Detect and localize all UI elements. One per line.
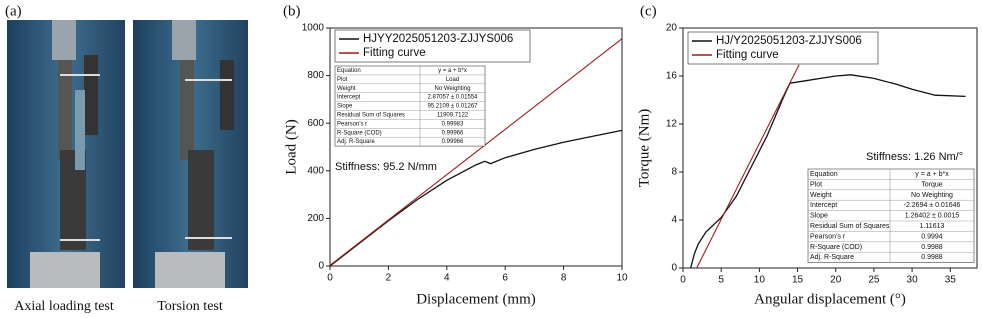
y-tick-label: 0: [318, 261, 324, 272]
table-value: No Weighting: [911, 192, 953, 199]
table-key: Pearson's r: [337, 121, 367, 127]
panel-label: (a): [5, 3, 22, 19]
y-tick-label: 4: [671, 215, 677, 226]
caption: Torsion test: [157, 299, 223, 314]
table-value: 0.9988: [921, 254, 943, 261]
x-tick-label: 6: [502, 273, 508, 284]
legend-box: [334, 29, 531, 63]
x-axis-title: Angular displacement (°): [754, 291, 906, 307]
table-value: 0.99966: [442, 130, 464, 136]
table-value: 0.99966: [442, 139, 464, 145]
x-tick-label: 2: [386, 273, 392, 284]
y-axis-title: Load (N): [283, 119, 299, 174]
data-line: [329, 129, 623, 267]
legend-label: Fitting curve: [716, 49, 779, 61]
table-value: 11909.7122: [437, 113, 469, 119]
table-value: Load: [446, 77, 459, 83]
panel-label: (c): [640, 3, 657, 19]
table-key: Slope: [810, 213, 828, 220]
y-tick-label: 1000: [302, 23, 325, 34]
y-tick-label: 800: [307, 70, 324, 81]
photo-axial: [7, 20, 125, 288]
x-tick-label: 30: [907, 275, 919, 286]
x-tick-label: 20: [830, 275, 842, 286]
table-value: 0.9994: [921, 233, 943, 240]
table-key: R-Square (COD): [337, 130, 382, 136]
legend-label: HJ/Y2025051203-ZJJYS006: [716, 35, 862, 47]
fit-table: [807, 168, 975, 263]
legend-label: HJYY2025051203-ZJJYS006: [363, 33, 513, 45]
table-value: 2.87057 ± 0.01554: [427, 95, 478, 101]
y-tick-label: 8: [671, 167, 677, 178]
table-key: Weight: [810, 192, 832, 199]
table-key: Equation: [810, 171, 838, 178]
table-value: y = a + b*x: [438, 68, 467, 74]
table-key: Pearson's r: [810, 233, 846, 240]
plot-frame: [329, 27, 623, 267]
caption: Axial loading test: [14, 299, 114, 314]
x-tick-label: 25: [868, 275, 880, 286]
x-tick-label: 8: [561, 273, 567, 284]
table-value: -2.2694 ± 0.01646: [904, 202, 961, 209]
table-key: Intercept: [337, 95, 361, 101]
table-key: Adj. R-Square: [337, 139, 375, 145]
annotation: Stiffness: 95.2 N/mm: [335, 161, 437, 173]
y-tick-label: 400: [307, 165, 324, 176]
y-tick-label: 200: [307, 213, 324, 224]
table-value: 0.99983: [442, 121, 464, 127]
table-value: 95.2109 ± 0.01267: [427, 104, 478, 110]
table-value: y = a + b*x: [915, 171, 949, 178]
y-tick-label: 12: [666, 119, 678, 130]
table-key: Residual Sum of Squares: [337, 113, 405, 119]
table-value: 1.11613: [920, 223, 945, 230]
table-key: Plot: [337, 77, 348, 83]
table-key: Slope: [337, 104, 353, 110]
x-tick-label: 15: [792, 275, 804, 286]
y-tick-label: 16: [666, 71, 678, 82]
table-key: Equation: [337, 68, 361, 74]
table-key: Intercept: [810, 202, 837, 209]
x-tick-label: 5: [718, 275, 724, 286]
x-tick-label: 0: [327, 273, 333, 284]
x-axis-title: Displacement (mm): [416, 291, 536, 307]
x-tick-label: 10: [616, 273, 628, 284]
fit-table: [334, 65, 486, 147]
data-line: [696, 64, 800, 269]
legend-label: Fitting curve: [363, 47, 426, 59]
table-value: 1.26402 ± 0.0015: [905, 213, 960, 220]
y-axis-title: Torque (Nm): [636, 109, 652, 188]
annotation: Stiffness: 1.26 Nm/°: [866, 151, 963, 163]
photo-torsion: [133, 20, 248, 288]
panel-label: (b): [283, 3, 301, 19]
legend-box: [687, 31, 879, 65]
table-key: R-Square (COD): [810, 244, 862, 251]
data-line: [329, 38, 623, 266]
table-value: Torque: [921, 181, 943, 188]
x-tick-label: 10: [754, 275, 766, 286]
y-tick-label: 20: [666, 23, 678, 34]
plot-frame: [682, 27, 978, 269]
table-key: Adj. R-Square: [810, 254, 854, 261]
x-tick-label: 35: [945, 275, 957, 286]
table-key: Plot: [810, 181, 822, 188]
table-value: No Weighting: [435, 86, 471, 92]
table-value: 0.9988: [921, 244, 943, 251]
y-tick-label: 0: [671, 263, 677, 274]
x-tick-label: 0: [680, 275, 686, 286]
table-key: Residual Sum of Squares: [810, 223, 890, 230]
y-tick-label: 600: [307, 118, 324, 129]
table-key: Weight: [337, 86, 356, 92]
x-tick-label: 4: [444, 273, 450, 284]
